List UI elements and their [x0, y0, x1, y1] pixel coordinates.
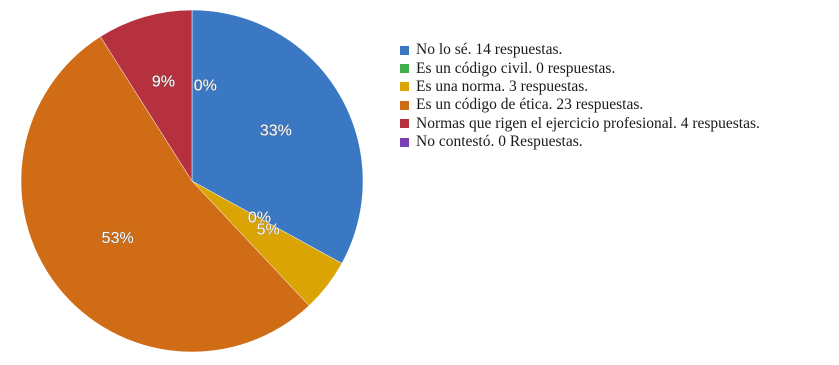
slice-percent-label: 0%	[248, 209, 271, 226]
slice-percent-label: 0%	[194, 77, 217, 94]
slice-percent-label: 5%	[257, 221, 280, 238]
legend-swatch	[400, 45, 409, 55]
legend-item: Normas que rigen el ejercicio profesiona…	[400, 115, 760, 133]
legend-label: Es un código de ética. 23 respuestas.	[416, 96, 644, 114]
legend-label: No lo sé. 14 respuestas.	[416, 41, 563, 59]
legend: No lo sé. 14 respuestas. Es un código civ…	[400, 41, 760, 151]
legend-label: Es una norma. 3 respuestas.	[416, 77, 589, 95]
legend-swatch	[400, 119, 409, 129]
pie-slice	[100, 9, 193, 182]
legend-item: Es una norma. 3 respuestas.	[400, 78, 760, 96]
legend-item: Es un código civil. 0 respuestas.	[400, 59, 760, 77]
pie-slice	[191, 9, 364, 264]
legend-label: No contestó. 0 Respuestas.	[416, 133, 583, 151]
legend-item: No contestó. 0 Respuestas.	[400, 133, 760, 151]
legend-swatch	[400, 64, 409, 74]
legend-label: Es un código civil. 0 respuestas.	[416, 59, 616, 77]
slice-percent-label: 9%	[152, 74, 175, 91]
legend-swatch	[400, 100, 409, 110]
legend-item: No lo sé. 14 respuestas.	[400, 41, 760, 59]
pie-slice	[20, 36, 310, 353]
legend-swatch	[400, 82, 409, 92]
legend-item: Es un código de ética. 23 respuestas.	[400, 96, 760, 114]
legend-swatch	[400, 137, 409, 147]
legend-label: Normas que rigen el ejercicio profesiona…	[416, 114, 760, 132]
slice-percent-label: 33%	[260, 123, 292, 140]
slice-percent-label: 53%	[102, 230, 134, 247]
